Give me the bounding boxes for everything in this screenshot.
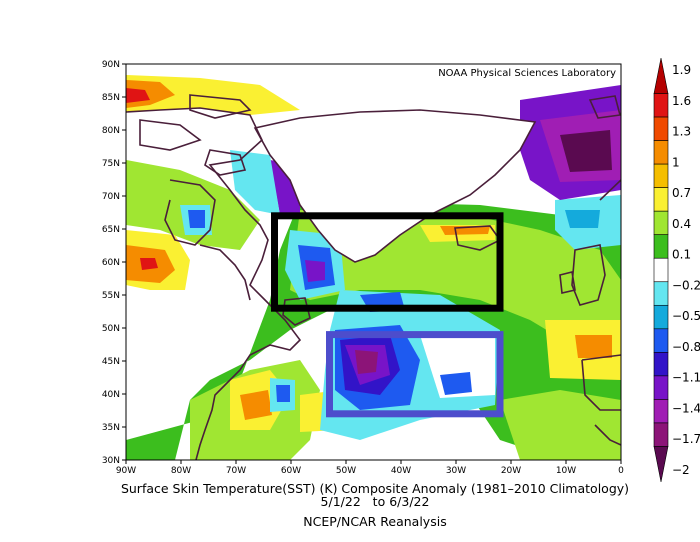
lon-tick-label: 70W bbox=[226, 466, 246, 476]
colorbar-segment bbox=[653, 116, 669, 141]
colorbar-label: −0.2 bbox=[672, 278, 700, 292]
coast-newfoundland bbox=[282, 297, 311, 326]
anomaly-field-white-midatlantic bbox=[420, 335, 495, 398]
lat-tick-label: 40N bbox=[102, 390, 120, 400]
longitude-axis: 90W 80W 70W 60W 50W 40W 30W 20W 10W 0 bbox=[116, 460, 624, 476]
lon-tick-label: 40W bbox=[391, 466, 411, 476]
colorbar-label: −1.7 bbox=[672, 432, 700, 446]
lat-tick-label: 90N bbox=[102, 60, 120, 70]
colorbar-label: 1 bbox=[672, 155, 680, 169]
colorbar-segment bbox=[653, 375, 669, 400]
coast-iceland bbox=[454, 225, 502, 251]
colorbar-segment bbox=[653, 399, 669, 424]
anomaly-field-red-arctic bbox=[126, 88, 150, 103]
lon-tick-label: 80W bbox=[171, 466, 191, 476]
colorbar: 1.9 1.6 1.3 1 0.7 0.4 0.1 −0.2 −0.5 −0.8 −1.1 −1.4 −… bbox=[653, 57, 700, 483]
colorbar-segment bbox=[653, 234, 669, 259]
colorbar-label: −1.1 bbox=[672, 371, 700, 385]
anomaly-field-orange-iceland bbox=[440, 226, 490, 235]
lat-tick-label: 50N bbox=[102, 324, 120, 334]
black-box bbox=[271, 212, 504, 312]
colorbar-label: −0.5 bbox=[672, 309, 700, 323]
colorbar-label: −0.8 bbox=[672, 340, 700, 354]
coast-svalbard bbox=[588, 95, 621, 119]
caption-dates: 5/1/22 to 6/3/22 bbox=[320, 494, 430, 509]
colorbar-segment bbox=[653, 422, 669, 447]
credit-background bbox=[436, 66, 618, 80]
coast-hudson-bay bbox=[164, 179, 216, 246]
colorbar-segment bbox=[653, 281, 669, 306]
lat-tick-label: 75N bbox=[102, 159, 120, 169]
blue-box bbox=[326, 331, 504, 418]
coast-arctic-islands-1 bbox=[139, 119, 202, 151]
colorbar-segment bbox=[653, 163, 669, 188]
colorbar-label: 0.1 bbox=[672, 248, 691, 262]
lat-tick-label: 45N bbox=[102, 357, 120, 367]
colorbar-segment bbox=[653, 352, 669, 377]
colorbar-label: −1.4 bbox=[672, 401, 700, 415]
lat-tick-label: 60N bbox=[102, 258, 120, 268]
caption-source: NCEP/NCAR Reanalysis bbox=[303, 514, 447, 529]
colorbar-label: 1.3 bbox=[672, 125, 691, 139]
lat-tick-label: 55N bbox=[102, 291, 120, 301]
lat-tick-label: 30N bbox=[102, 456, 120, 466]
lat-tick-label: 35N bbox=[102, 423, 120, 433]
anomaly-field-blue-hudson bbox=[188, 210, 205, 228]
anomaly-field-blue-east bbox=[440, 372, 472, 395]
lon-tick-label: 10W bbox=[556, 466, 576, 476]
anomaly-field-blue-northsea bbox=[565, 210, 600, 228]
colorbar-bottom-arrow bbox=[653, 446, 669, 483]
lat-tick-label: 70N bbox=[102, 192, 120, 202]
coastlines bbox=[126, 94, 621, 460]
anomaly-field-yellow-arctic bbox=[126, 75, 300, 115]
colorbar-segment bbox=[653, 210, 669, 236]
colorbar-top-arrow bbox=[653, 57, 669, 94]
lon-tick-label: 20W bbox=[501, 466, 521, 476]
lon-tick-label: 90W bbox=[116, 466, 136, 476]
latitude-axis: 90N 85N 80N 75N 70N 65N 60N 55N 50N 45N 40N 35N 30N bbox=[102, 60, 126, 466]
anomaly-field-magenta-midatlantic bbox=[355, 350, 378, 374]
anomaly-field-purple-irminger bbox=[305, 260, 325, 282]
lat-tick-label: 80N bbox=[102, 126, 120, 136]
colorbar-label: 1.9 bbox=[672, 63, 691, 77]
anomaly-field-orange-gulfstream bbox=[240, 390, 272, 420]
lat-tick-label: 65N bbox=[102, 225, 120, 235]
coast-arctic-islands-3 bbox=[204, 149, 247, 176]
region-boxes bbox=[271, 212, 504, 418]
colorbar-segment bbox=[653, 304, 669, 330]
lon-tick-label: 50W bbox=[336, 466, 356, 476]
colorbar-segment bbox=[653, 187, 669, 212]
coast-arctic-islands-2 bbox=[189, 94, 252, 119]
coast-north-america bbox=[126, 107, 302, 460]
anomaly-field-green-southeast bbox=[500, 390, 621, 460]
anomaly-field-cyan-baffin bbox=[230, 150, 280, 215]
lat-tick-label: 85N bbox=[102, 93, 120, 103]
colorbar-label: 0.7 bbox=[672, 186, 691, 200]
colorbar-label: 1.6 bbox=[672, 94, 691, 108]
colorbar-label: 0.4 bbox=[672, 217, 691, 231]
credit-label: NOAA Physical Sciences Laboratory bbox=[438, 68, 616, 79]
coast-uk bbox=[571, 244, 606, 306]
coast-scandinavia bbox=[599, 179, 621, 201]
anomaly-field-blue-hatteras bbox=[276, 385, 290, 402]
colorbar-segment bbox=[653, 140, 669, 165]
anomaly-field-red-labrador bbox=[140, 258, 158, 270]
coast-labrador bbox=[199, 244, 251, 301]
lon-tick-label: 0 bbox=[618, 466, 624, 476]
caption-title: Surface Skin Temperature(SST) (K) Compos… bbox=[120, 481, 630, 496]
colorbar-segment bbox=[653, 328, 669, 353]
anomaly-field-orange-iberia-core bbox=[575, 335, 612, 358]
colorbar-label: −2 bbox=[672, 463, 690, 477]
lon-tick-label: 60W bbox=[281, 466, 301, 476]
coast-ireland bbox=[559, 271, 576, 294]
coast-iberia bbox=[581, 354, 621, 411]
coast-africa bbox=[594, 424, 621, 446]
colorbar-segment bbox=[653, 257, 669, 283]
lon-tick-label: 30W bbox=[446, 466, 466, 476]
colorbar-segment bbox=[653, 93, 669, 118]
anomaly-field-darkmagenta-barents bbox=[560, 130, 612, 172]
